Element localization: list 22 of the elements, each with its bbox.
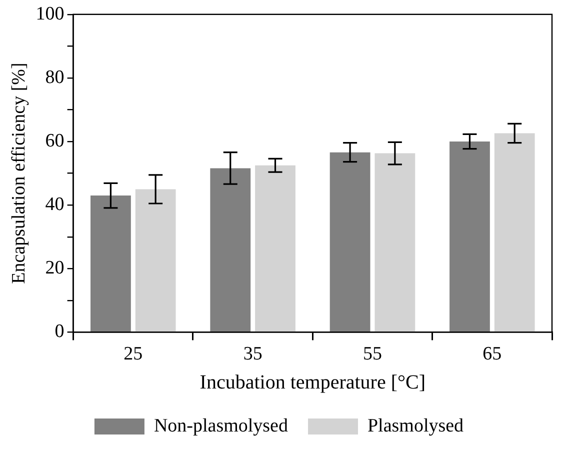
- y-tick-label: 0: [54, 321, 64, 342]
- bar: [210, 168, 251, 332]
- y-tick-label: 100: [36, 3, 64, 24]
- y-tick-label: 40: [45, 194, 64, 216]
- y-axis-title: Encapsulation efficiency [%]: [8, 62, 30, 284]
- bar: [135, 189, 176, 332]
- bar: [330, 152, 370, 332]
- x-tick-label: 25: [124, 344, 143, 365]
- x-tick-label: 55: [362, 344, 382, 365]
- y-tick-label: 80: [45, 66, 64, 88]
- x-tick-label: 65: [482, 344, 502, 365]
- y-tick-label: 60: [45, 130, 64, 152]
- x-axis-title: Incubation temperature [°C]: [200, 371, 426, 394]
- bar: [255, 165, 296, 332]
- bar: [494, 133, 535, 332]
- bar: [90, 196, 131, 332]
- x-tick-label: 35: [243, 344, 262, 365]
- bar: [450, 142, 490, 332]
- legend-label: Non-plasmolysed: [154, 415, 288, 436]
- y-tick-label: 20: [45, 258, 64, 279]
- legend-label: Plasmolysed: [367, 415, 464, 436]
- bar: [374, 153, 416, 332]
